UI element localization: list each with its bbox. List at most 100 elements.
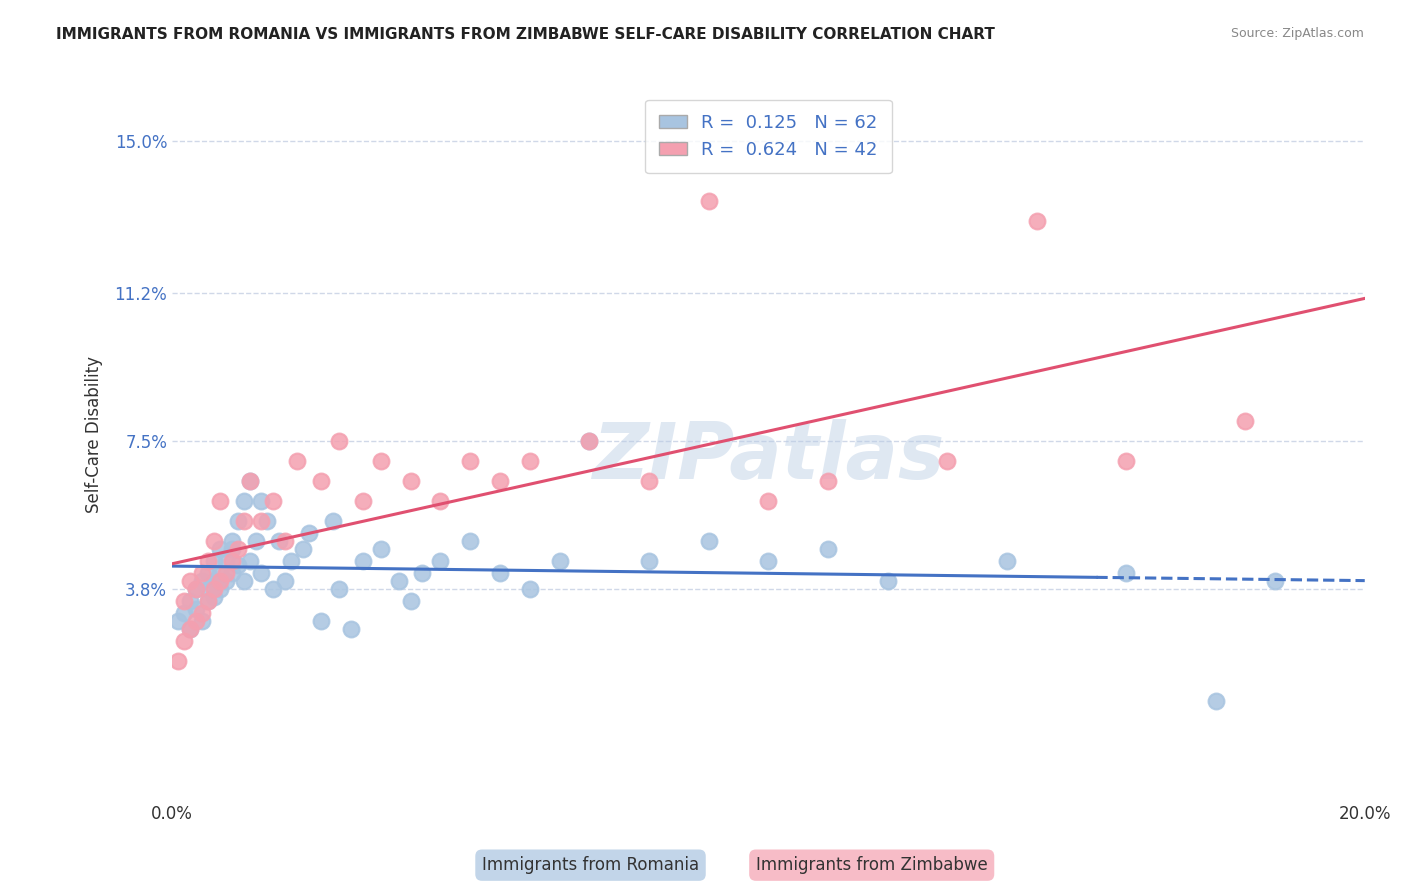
Point xyxy=(262,582,284,596)
Point xyxy=(876,574,898,588)
Point xyxy=(191,614,214,628)
Point xyxy=(817,541,839,556)
Point xyxy=(202,582,225,596)
Point xyxy=(197,593,219,607)
Point xyxy=(208,574,231,588)
Point xyxy=(340,622,363,636)
Point xyxy=(226,558,249,572)
Point xyxy=(370,541,392,556)
Point xyxy=(274,533,297,548)
Point xyxy=(292,541,315,556)
Point xyxy=(328,434,350,448)
Point xyxy=(191,606,214,620)
Point xyxy=(548,553,571,567)
Point xyxy=(184,601,207,615)
Point xyxy=(309,474,332,488)
Point xyxy=(269,533,291,548)
Point xyxy=(322,514,344,528)
Point xyxy=(1234,413,1257,427)
Point xyxy=(197,582,219,596)
Legend: R =  0.125   N = 62, R =  0.624   N = 42: R = 0.125 N = 62, R = 0.624 N = 42 xyxy=(645,100,891,173)
Text: ZIPatlas: ZIPatlas xyxy=(592,418,945,494)
Point xyxy=(173,593,195,607)
Point xyxy=(208,493,231,508)
Point xyxy=(519,582,541,596)
Point xyxy=(638,474,661,488)
Point xyxy=(285,453,308,467)
Point xyxy=(936,453,959,467)
Point xyxy=(221,553,243,567)
Point xyxy=(399,474,422,488)
Point xyxy=(191,566,214,580)
Point xyxy=(208,566,231,580)
Text: Immigrants from Romania: Immigrants from Romania xyxy=(482,856,699,874)
Point xyxy=(238,553,260,567)
Point xyxy=(328,582,350,596)
Point xyxy=(167,614,190,628)
Point xyxy=(221,533,243,548)
Y-axis label: Self-Care Disability: Self-Care Disability xyxy=(86,356,103,513)
Point xyxy=(202,533,225,548)
Point xyxy=(758,493,780,508)
Point xyxy=(458,533,481,548)
Point xyxy=(638,553,661,567)
Point xyxy=(245,533,267,548)
Point xyxy=(995,553,1018,567)
Point xyxy=(429,493,451,508)
Point xyxy=(280,553,302,567)
Point xyxy=(226,541,249,556)
Point xyxy=(167,654,190,668)
Point xyxy=(489,474,512,488)
Point xyxy=(411,566,433,580)
Point xyxy=(202,553,225,567)
Point xyxy=(1025,213,1047,227)
Point xyxy=(298,525,321,540)
Point xyxy=(184,582,207,596)
Point xyxy=(458,453,481,467)
Point xyxy=(256,514,278,528)
Point xyxy=(179,574,201,588)
Point xyxy=(388,574,411,588)
Point xyxy=(208,541,231,556)
Point xyxy=(399,593,422,607)
Point xyxy=(352,493,374,508)
Point xyxy=(197,566,219,580)
Text: IMMIGRANTS FROM ROMANIA VS IMMIGRANTS FROM ZIMBABWE SELF-CARE DISABILITY CORRELA: IMMIGRANTS FROM ROMANIA VS IMMIGRANTS FR… xyxy=(56,27,995,42)
Point xyxy=(202,590,225,604)
Point xyxy=(208,582,231,596)
Point xyxy=(758,553,780,567)
Point xyxy=(173,633,195,648)
Point xyxy=(215,574,238,588)
Point xyxy=(197,593,219,607)
Point xyxy=(179,622,201,636)
Point xyxy=(1264,574,1286,588)
Point xyxy=(215,566,238,580)
Point xyxy=(697,194,720,208)
Point xyxy=(184,582,207,596)
Point xyxy=(1115,566,1137,580)
Point xyxy=(489,566,512,580)
Point xyxy=(232,514,254,528)
Point xyxy=(191,574,214,588)
Point xyxy=(370,453,392,467)
Point xyxy=(1115,453,1137,467)
Point xyxy=(250,566,273,580)
Point xyxy=(221,541,243,556)
Point xyxy=(184,614,207,628)
Point xyxy=(179,622,201,636)
Point xyxy=(202,574,225,588)
Point xyxy=(697,533,720,548)
Point xyxy=(817,474,839,488)
Point xyxy=(519,453,541,467)
Point xyxy=(197,553,219,567)
Point xyxy=(309,614,332,628)
Point xyxy=(179,593,201,607)
Point xyxy=(238,474,260,488)
Point xyxy=(232,493,254,508)
Point xyxy=(226,514,249,528)
Point xyxy=(250,493,273,508)
Text: Source: ZipAtlas.com: Source: ZipAtlas.com xyxy=(1230,27,1364,40)
Point xyxy=(274,574,297,588)
Point xyxy=(173,606,195,620)
Point xyxy=(232,574,254,588)
